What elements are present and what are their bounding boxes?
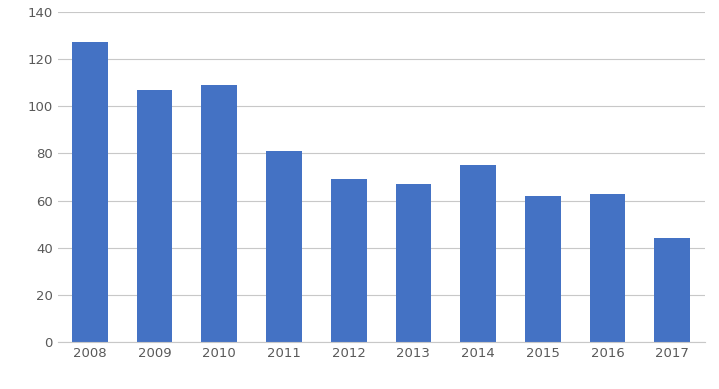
Bar: [331, 179, 367, 342]
Bar: [395, 184, 431, 342]
Bar: [137, 89, 173, 342]
Bar: [72, 42, 108, 342]
Bar: [590, 194, 626, 342]
Bar: [654, 238, 690, 342]
Bar: [460, 165, 496, 342]
Bar: [201, 85, 237, 342]
Bar: [266, 151, 302, 342]
Bar: [525, 196, 561, 342]
